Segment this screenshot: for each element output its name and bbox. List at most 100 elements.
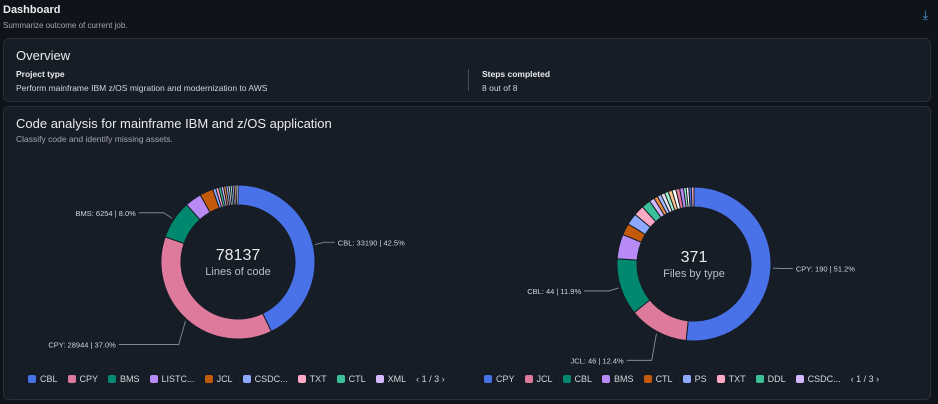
label-leader xyxy=(772,267,793,269)
project-type-value: Perform mainframe IBM z/OS migration and… xyxy=(16,83,268,93)
legend-files-by-type: CPY JCL CBL BMS CTL PS TXT DDL CSDC... ‹ 1 / 3 › xyxy=(484,374,879,384)
overview-title: Overview xyxy=(16,48,71,63)
legend-item[interactable]: BMS xyxy=(108,374,140,384)
legend-swatch xyxy=(484,375,492,383)
legend-label: CBL xyxy=(574,374,593,384)
legend-item[interactable]: PS xyxy=(682,374,707,384)
steps-label: Steps completed xyxy=(482,69,551,79)
steps-value: 8 out of 8 xyxy=(482,83,518,93)
legend-item[interactable]: BMS xyxy=(602,374,634,384)
download-icon[interactable]: ⤓ xyxy=(922,8,928,22)
legend-swatch xyxy=(795,375,804,383)
label-leader xyxy=(626,333,657,361)
legend-swatch xyxy=(375,375,384,383)
donut-slice-cbl[interactable] xyxy=(616,258,651,314)
legend-item[interactable]: CPY xyxy=(484,374,515,384)
legend-swatch xyxy=(336,375,345,383)
project-type-label: Project type xyxy=(16,69,65,79)
overview-card: Overview Project type Perform mainframe … xyxy=(3,38,931,102)
donut-slice-cpy[interactable] xyxy=(685,186,772,342)
legend-swatch xyxy=(643,375,652,383)
legend-swatch xyxy=(242,375,251,383)
slice-label: JCL: 46 | 12.4% xyxy=(570,356,624,365)
legend-pagination: ‹ 1 / 3 › xyxy=(416,374,445,384)
slice-label: CBL: 44 | 11.9% xyxy=(527,287,581,296)
legend-item[interactable]: CTL xyxy=(643,374,673,384)
legend-item[interactable]: TXT xyxy=(297,374,327,384)
legend-swatch xyxy=(682,375,691,383)
slice-label: BMS: 6254 | 8.0% xyxy=(75,209,136,218)
legend-item[interactable]: JCL xyxy=(204,374,233,384)
legend-label: CSDC... xyxy=(254,374,288,384)
legend-label: DDL xyxy=(767,374,786,384)
legend-label: BMS xyxy=(614,374,634,384)
donut-total: 78137 xyxy=(216,247,261,264)
legend-item[interactable]: CSDC... xyxy=(242,374,288,384)
legend-pagination: ‹ 1 / 3 › xyxy=(851,374,880,384)
legend-label: CSDC... xyxy=(807,374,841,384)
legend-item[interactable]: CBL xyxy=(28,374,58,384)
legend-swatch xyxy=(108,375,117,383)
legend-swatch xyxy=(716,375,725,383)
steps-completed: Steps completed 8 out of 8 xyxy=(482,69,550,93)
legend-label: CTL xyxy=(348,374,366,384)
legend-swatch xyxy=(149,375,158,383)
legend-label: XML xyxy=(387,374,407,384)
slice-label: CBL: 33190 | 42.5% xyxy=(338,238,405,247)
page-indicator: 1 / 3 xyxy=(421,374,440,384)
code-analysis-title: Code analysis for mainframe IBM and z/OS… xyxy=(16,116,332,131)
legend-label: CPY xyxy=(79,374,99,384)
page-subtitle: Summarize outcome of current job. xyxy=(3,21,128,30)
legend-item[interactable]: CPY xyxy=(67,374,99,384)
donut-slice-other[interactable] xyxy=(235,184,239,206)
label-leader xyxy=(138,212,173,219)
legend-swatch xyxy=(562,375,571,383)
donut-slice-other[interactable] xyxy=(690,186,695,208)
legend-item[interactable]: TXT xyxy=(716,374,746,384)
legend-label: JCL xyxy=(216,374,233,384)
label-leader xyxy=(118,320,186,345)
donut-title: Files by type xyxy=(663,268,725,280)
slice-label: CPY: 28944 | 37.0% xyxy=(48,340,116,349)
legend-swatch xyxy=(755,375,764,383)
donut-charts: CBL: 33190 | 42.5% CPY: 28944 | 37.0% BMS:… xyxy=(48,184,855,365)
legend-item[interactable]: XML xyxy=(375,374,407,384)
legend-label: CTL xyxy=(655,374,673,384)
label-leader xyxy=(584,287,619,292)
legend-label: CPY xyxy=(496,374,515,384)
donut-title: Lines of code xyxy=(205,266,270,278)
legend-label: LISTC... xyxy=(161,374,195,384)
project-type: Project type Perform mainframe IBM z/OS … xyxy=(16,69,267,93)
legend-item[interactable]: CTL xyxy=(336,374,366,384)
divider xyxy=(468,69,469,91)
legend-item[interactable]: CSDC... xyxy=(795,374,841,384)
legend-swatch xyxy=(524,375,533,383)
legend-swatch xyxy=(28,375,36,383)
legend-item[interactable]: JCL xyxy=(524,374,553,384)
page-indicator: 1 / 3 xyxy=(856,374,874,384)
next-page-icon[interactable]: › xyxy=(439,374,445,384)
legend-lines-of-code: CBL CPY BMS LISTC... JCL CSDC... TXT CTL XML ‹ 1 … xyxy=(28,374,445,384)
legend-label: TXT xyxy=(728,374,746,384)
label-leader xyxy=(314,241,335,245)
next-page-icon[interactable]: › xyxy=(873,374,880,384)
slice-label: CPY: 190 | 51.2% xyxy=(796,265,855,274)
code-analysis-subtitle: Classify code and identify missing asset… xyxy=(16,134,173,144)
page-header: Dashboard Summarize outcome of current j… xyxy=(3,4,128,30)
legend-swatch xyxy=(297,375,306,383)
legend-label: CBL xyxy=(40,374,58,384)
legend-item[interactable]: CBL xyxy=(562,374,593,384)
legend-label: PS xyxy=(694,374,707,384)
donut-total: 371 xyxy=(681,249,708,266)
legend-label: BMS xyxy=(120,374,140,384)
legend-item[interactable]: LISTC... xyxy=(149,374,195,384)
legend-swatch xyxy=(204,375,213,383)
prev-page-icon[interactable]: ‹ xyxy=(416,374,422,384)
legend-item[interactable]: DDL xyxy=(755,374,786,384)
legend-label: JCL xyxy=(536,374,553,384)
code-analysis-card: Code analysis for mainframe IBM and z/OS… xyxy=(3,106,931,400)
legend-label: TXT xyxy=(309,374,327,384)
page-title: Dashboard xyxy=(3,4,61,16)
legend-swatch xyxy=(67,375,76,383)
prev-page-icon[interactable]: ‹ xyxy=(850,374,857,384)
